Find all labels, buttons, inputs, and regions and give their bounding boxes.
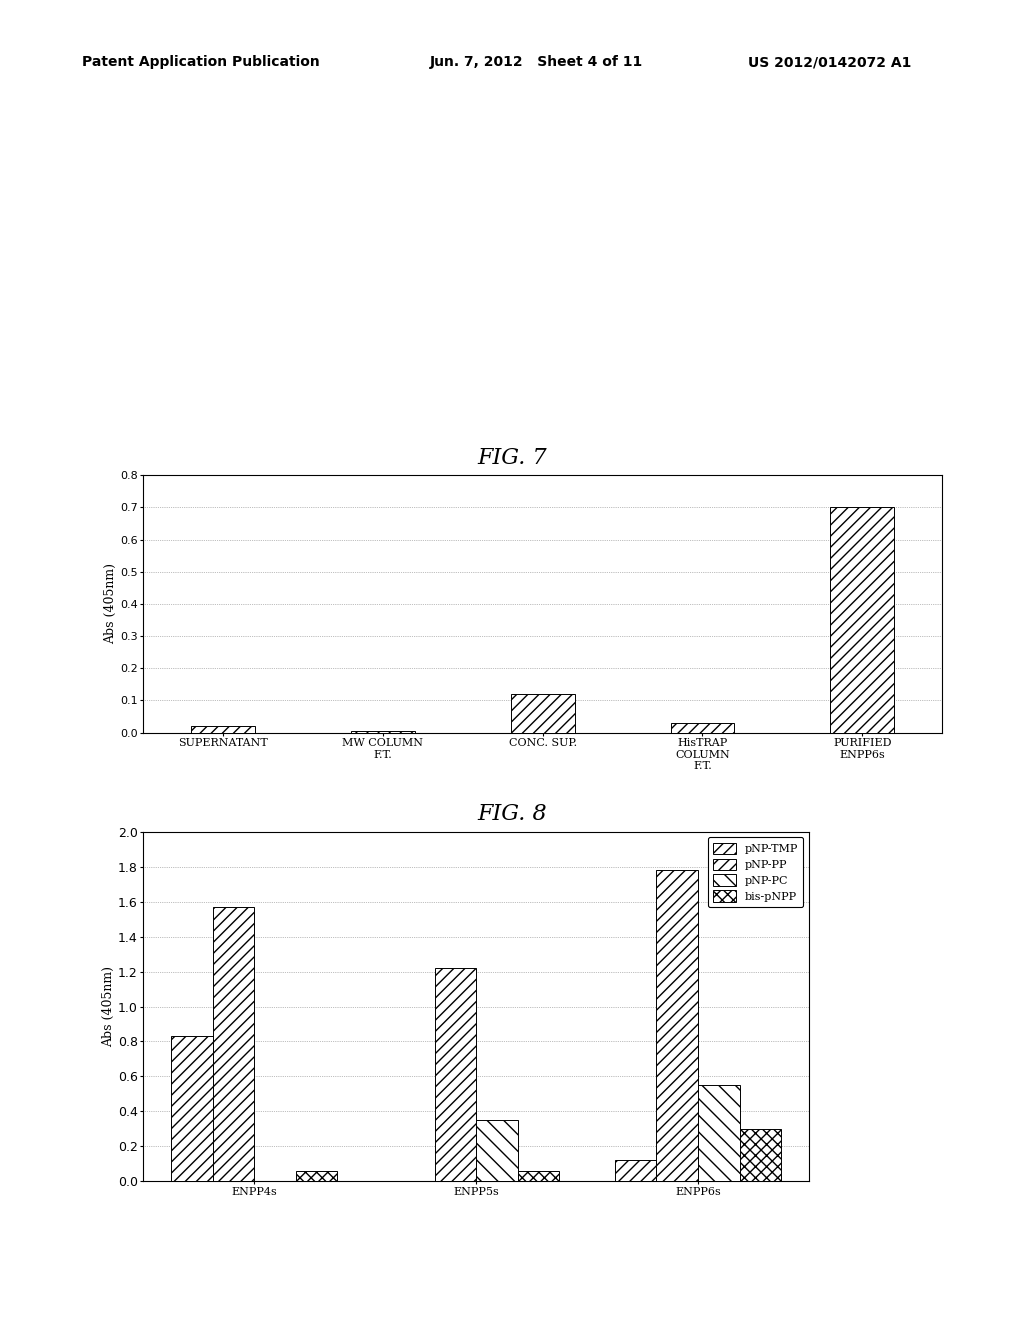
Text: FIG. 7: FIG. 7	[477, 446, 547, 469]
Text: US 2012/0142072 A1: US 2012/0142072 A1	[748, 55, 911, 70]
Bar	[614, 1160, 656, 1181]
Bar	[518, 1171, 559, 1181]
Bar	[511, 694, 574, 733]
Bar	[739, 1129, 781, 1181]
Bar	[656, 870, 698, 1181]
Bar	[698, 1085, 739, 1181]
Bar	[434, 968, 476, 1181]
Text: Jun. 7, 2012   Sheet 4 of 11: Jun. 7, 2012 Sheet 4 of 11	[430, 55, 643, 70]
Text: Patent Application Publication: Patent Application Publication	[82, 55, 319, 70]
Legend: pNP-TMP, pNP-PP, pNP-PC, bis-pNPP: pNP-TMP, pNP-PP, pNP-PC, bis-pNPP	[708, 837, 804, 907]
Bar	[171, 1036, 213, 1181]
Y-axis label: Abs (405nm): Abs (405nm)	[102, 966, 115, 1047]
Bar	[830, 507, 894, 733]
Bar	[351, 731, 415, 733]
Y-axis label: Abs (405nm): Abs (405nm)	[104, 564, 118, 644]
Bar	[671, 723, 734, 733]
Bar	[476, 1121, 518, 1181]
Bar	[191, 726, 255, 733]
Text: FIG. 8: FIG. 8	[477, 803, 547, 825]
Bar	[213, 907, 254, 1181]
Bar	[296, 1171, 338, 1181]
